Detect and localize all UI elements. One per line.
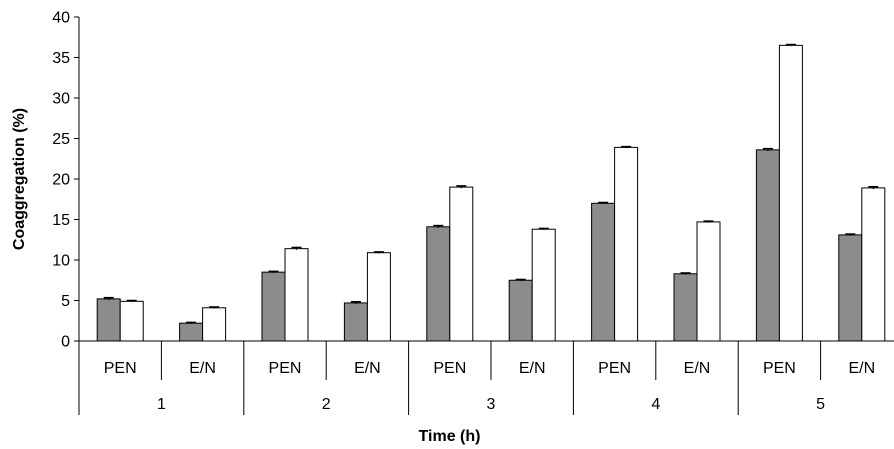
x-axis-categories: PEN E/N PEN E/N PEN E/N PEN E/N PEN E/N 1 2 3 4 5 <box>78 341 875 415</box>
x-group-label: 1 <box>157 396 166 413</box>
bar <box>119 300 144 342</box>
x-category-label: PEN <box>433 360 466 377</box>
bar <box>755 149 780 342</box>
x-group-label: 2 <box>322 396 331 413</box>
x-group-label: 5 <box>816 396 825 413</box>
y-tick-label: 0 <box>61 334 70 351</box>
y-tick-label: 25 <box>52 131 70 148</box>
y-tick-label: 35 <box>52 50 70 67</box>
x-category-label: PEN <box>763 360 796 377</box>
bar <box>673 273 698 342</box>
bar <box>614 146 639 342</box>
x-category-label: E/N <box>519 360 546 377</box>
bar <box>343 302 368 342</box>
y-tick-label: 5 <box>61 293 70 310</box>
x-category-label: E/N <box>848 360 875 377</box>
x-category-label: PEN <box>269 360 302 377</box>
x-category-label: E/N <box>354 360 381 377</box>
bar <box>861 187 886 342</box>
bar <box>778 44 803 342</box>
bar <box>591 202 616 342</box>
bar <box>202 307 227 342</box>
y-axis-ticks: 0 5 10 15 20 25 30 35 40 <box>52 10 79 351</box>
y-tick-label: 10 <box>52 253 70 270</box>
bar <box>696 221 721 342</box>
bar <box>284 248 309 342</box>
y-tick-label: 40 <box>52 10 70 27</box>
x-category-label: PEN <box>104 360 137 377</box>
bar <box>96 298 121 342</box>
bars <box>96 43 886 342</box>
bar <box>508 279 533 342</box>
x-category-label: E/N <box>189 360 216 377</box>
x-axis-title: Time (h) <box>419 428 481 445</box>
x-category-label: PEN <box>598 360 631 377</box>
y-tick-label: 30 <box>52 91 70 108</box>
y-tick-label: 20 <box>52 172 70 189</box>
bar <box>531 228 556 342</box>
x-group-label: 3 <box>487 396 496 413</box>
bar <box>426 226 451 342</box>
x-group-label: 4 <box>651 396 660 413</box>
bar <box>449 186 474 342</box>
bar <box>366 252 391 342</box>
y-tick-label: 15 <box>52 212 70 229</box>
bar <box>179 322 204 342</box>
bar <box>838 234 863 342</box>
y-axis-title: Coaggregation (%) <box>11 108 28 250</box>
x-category-label: E/N <box>684 360 711 377</box>
bar <box>261 271 286 342</box>
